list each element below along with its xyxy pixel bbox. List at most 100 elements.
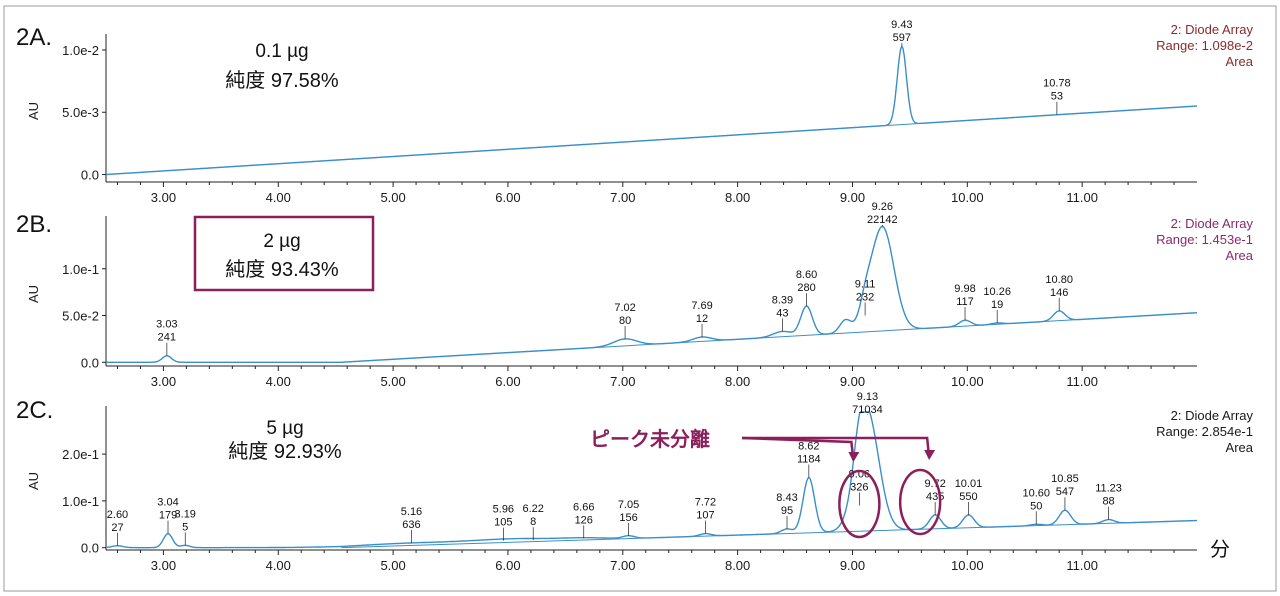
peak-area: 105 (494, 517, 512, 529)
chromatogram-trace (106, 225, 1198, 363)
highlight-box (193, 215, 375, 292)
x-tick-label: 5.00 (380, 374, 405, 389)
x-tick-label: 4.00 (266, 558, 291, 573)
peak-area: 27 (111, 522, 123, 534)
peak-retention-time: 11.23 (1095, 483, 1122, 495)
peak-retention-time: 9.11 (855, 279, 876, 291)
peak-area: 435 (926, 491, 944, 503)
detector-info-detector: 2: Diode Array (1171, 216, 1254, 231)
y-tick-label: 5.0e-3 (62, 105, 99, 120)
x-tick-label: 9.00 (840, 374, 865, 389)
peak-retention-time: 7.02 (614, 302, 635, 314)
y-tick-label: 0.0 (81, 541, 99, 556)
peak-area: 156 (619, 512, 637, 524)
panel-id-label: 2B. (16, 211, 52, 238)
peak-area: 117 (956, 296, 974, 308)
y-axis-label: AU (26, 102, 41, 120)
peak-area: 88 (1102, 496, 1114, 508)
sample-amount: 0.1 µg (255, 41, 308, 62)
peak-retention-time: 9.72 (924, 478, 945, 490)
peak-retention-time: 8.62 (798, 440, 819, 452)
peak-area: 22142 (867, 214, 898, 226)
detector-info-range: Range: 1.098e-2 (1156, 38, 1253, 53)
peak-area: 232 (856, 292, 874, 304)
x-axis-unit: 分 (1210, 538, 1230, 561)
detector-info-mode: Area (1226, 440, 1254, 455)
unresolved-peak-annotation: ピーク未分離 (590, 427, 710, 451)
x-tick-label: 11.00 (1066, 558, 1098, 573)
chromatogram-trace (105, 411, 1198, 549)
peak-retention-time: 10.26 (983, 286, 1011, 298)
peak-retention-time: 5.96 (493, 504, 514, 516)
chromatogram-trace (106, 44, 1198, 176)
peak-area: 636 (402, 519, 420, 531)
peak-retention-time: 3.04 (157, 497, 178, 509)
peak-retention-time: 7.72 (695, 497, 716, 509)
x-tick-label: 4.00 (266, 190, 291, 205)
peak-area: 241 (158, 332, 176, 344)
y-tick-label: 1.0e-1 (62, 262, 99, 277)
panel-id-label: 2A. (16, 24, 52, 51)
peak-area: 126 (575, 514, 593, 526)
x-tick-label: 10.00 (951, 190, 984, 205)
x-tick-label: 8.00 (725, 190, 750, 205)
x-tick-label: 5.00 (380, 190, 405, 205)
panel-2: 3.00 4.00 5.00 6.00 7.00 8.00 9.00 10.00 11.00 0.… (16, 201, 1254, 389)
peak-retention-time: 3.03 (156, 319, 177, 331)
peak-retention-time: 9.43 (891, 19, 912, 31)
peak-retention-time: 10.60 (1022, 487, 1050, 499)
x-tick-label: 7.00 (610, 190, 635, 205)
x-tick-label: 3.00 (151, 190, 176, 205)
sample-amount: 2 µg (263, 231, 300, 252)
x-tick-label: 7.00 (610, 558, 635, 573)
y-tick-label: 0.0 (81, 355, 99, 370)
peak-area: 547 (1056, 486, 1074, 498)
peak-retention-time: 6.22 (523, 503, 544, 515)
x-tick-label: 11.00 (1066, 374, 1098, 389)
peak-retention-time: 9.98 (954, 283, 975, 295)
peak-area: 5 (182, 521, 188, 533)
detector-info-range: Range: 2.854e-1 (1156, 424, 1253, 439)
peak-retention-time: 10.80 (1045, 274, 1073, 286)
x-tick-label: 6.00 (495, 190, 520, 205)
peak-area: 19 (991, 299, 1003, 311)
peak-area: 326 (850, 482, 868, 494)
unresolved-peak-circle (838, 469, 881, 539)
y-tick-label: 1.0e-2 (62, 43, 99, 58)
x-tick-label: 6.00 (495, 374, 520, 389)
peak-area: 8 (530, 516, 536, 528)
y-tick-label: 1.0e-1 (62, 494, 99, 509)
peak-retention-time: 8.39 (772, 294, 793, 306)
y-tick-label: 0.0 (81, 168, 99, 183)
panel-3: 3.00 4.00 5.00 6.00 7.00 8.00 9.00 10.00 11.00 0.… (16, 391, 1254, 573)
detector-info-detector: 2: Diode Array (1171, 22, 1254, 37)
purity-value: 純度 97.58% (225, 69, 339, 92)
detector-info-detector: 2: Diode Array (1171, 408, 1254, 423)
peak-area: 146 (1050, 287, 1068, 299)
peak-retention-time: 10.01 (955, 478, 983, 490)
peak-retention-time: 10.78 (1043, 78, 1071, 90)
detector-info-range: Range: 1.453e-1 (1156, 232, 1253, 247)
peak-retention-time: 2.60 (107, 509, 128, 521)
y-axis-label: AU (26, 285, 41, 303)
peak-area: 179 (159, 510, 177, 522)
peak-retention-time: 7.05 (618, 499, 639, 511)
x-tick-label: 10.00 (951, 374, 984, 389)
peak-area: 43 (776, 307, 788, 319)
peak-retention-time: 3.19 (175, 508, 196, 520)
x-tick-label: 7.00 (610, 374, 635, 389)
peak-area: 71034 (852, 404, 883, 416)
peak-area: 95 (781, 505, 793, 517)
peak-area: 550 (959, 491, 977, 503)
x-tick-label: 8.00 (725, 374, 750, 389)
peak-area: 1184 (797, 453, 821, 465)
detector-info-mode: Area (1226, 54, 1254, 69)
figure-border (3, 5, 1277, 592)
peak-retention-time: 5.16 (401, 506, 422, 518)
y-tick-label: 2.0e-1 (62, 447, 99, 462)
peak-retention-time: 9.26 (872, 201, 893, 213)
annotation-arrowhead-right (924, 450, 936, 460)
peak-retention-time: 8.60 (796, 269, 817, 281)
panel-id-label: 2C. (16, 397, 53, 424)
